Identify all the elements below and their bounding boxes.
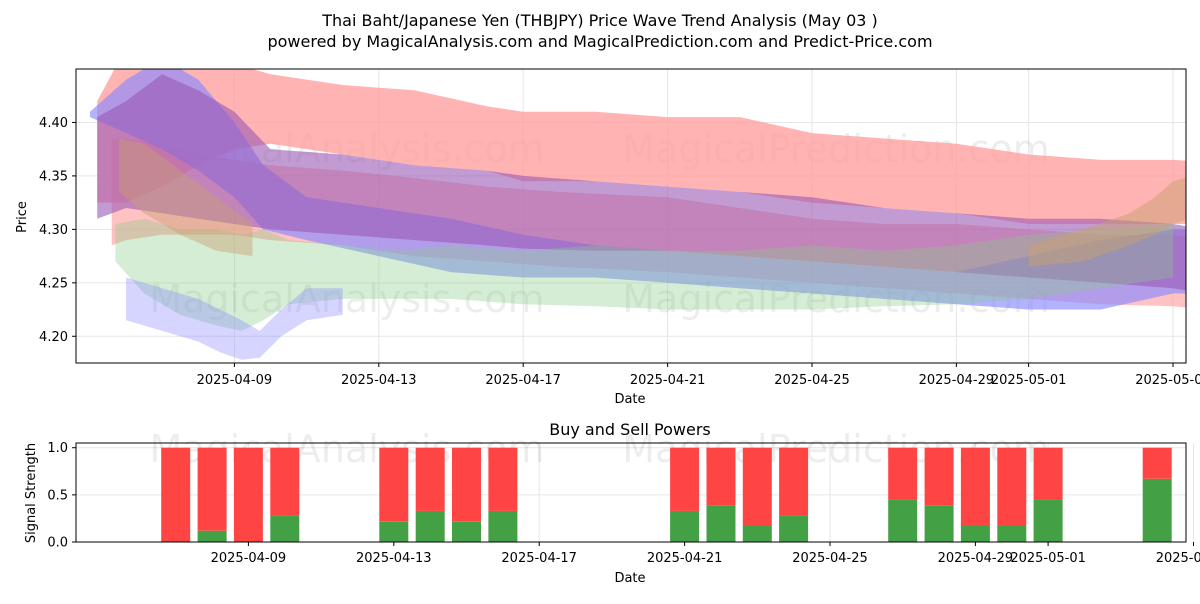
sell-bar-13 [924,447,954,506]
band-green-band [115,218,1173,331]
buy-bar-11 [779,515,809,542]
chart-title-line2: powered by MagicalAnalysis.com and Magic… [267,32,932,51]
bottom-xaxis-label: Date [614,571,645,586]
band-blue-dip-wave [126,277,343,360]
bottom-ytick-label-0: 0.0 [47,536,68,551]
sell-bar-17 [1142,447,1172,479]
band-red-upper-band [97,69,1186,224]
bands-group [90,69,1186,360]
sell-bar-9 [706,447,736,506]
sell-bar-0 [161,447,191,542]
band-purple-band [97,74,1186,291]
sell-bar-15 [997,447,1027,526]
bottom-xtick-label-6: 2025-05-01 [1010,551,1086,566]
buy-bar-1 [197,530,227,542]
top-xtick-label-5: 2025-04-29 [919,373,995,388]
buy-bar-12 [888,499,918,542]
top-yaxis-label: Price [15,201,30,233]
buy-bar-9 [706,505,736,542]
sell-bar-3 [270,447,300,516]
bottom-xtick-label-1: 2025-04-13 [356,551,432,566]
band-tan-cluster-end [1028,177,1186,267]
buy-bar-14 [960,526,990,542]
sell-bar-14 [960,447,990,526]
chart-title-line1: Thai Baht/Japanese Yen (THBJPY) Price Wa… [321,11,878,30]
signal-plot-area: MagicalAnalysis.com MagicalPrediction.com… [47,427,1200,566]
top-xtick-label-1: 2025-04-13 [341,373,417,388]
sell-bar-12 [888,447,918,500]
buy-bar-13 [924,505,954,542]
price-plot-area: MagicalAnalysis.com MagicalPrediction.com… [39,68,1200,388]
top-xtick-label-0: 2025-04-09 [197,373,273,388]
bottom-xtick-label-5: 2025-04-29 [938,551,1014,566]
buy-bar-6 [452,521,481,542]
sell-bar-11 [779,447,809,516]
top-xaxis-label: Date [614,392,645,407]
buy-bar-5 [415,510,445,542]
bottom-ytick-label-1: 0.5 [47,488,68,503]
top-ytick-label-0: 4.20 [39,330,68,345]
top-xtick-label-3: 2025-04-21 [630,373,706,388]
top-ytick-label-4: 4.40 [39,116,68,131]
bottom-xtick-label-4: 2025-04-25 [792,551,868,566]
bottom-xtick-label-2: 2025-04-17 [501,551,577,566]
buy-bar-15 [997,526,1027,542]
bottom-yaxis-label: Signal Strength [24,443,39,543]
buy-bar-10 [742,526,772,542]
buy-bar-3 [270,515,300,542]
bottom-plot-frame [75,442,1187,543]
bottom-xtick-label-0: 2025-04-09 [211,551,287,566]
sell-bar-16 [1033,447,1063,500]
top-xtick-label-2: 2025-04-17 [485,373,561,388]
sell-bar-4 [379,447,409,522]
top-ytick-label-2: 4.30 [39,223,68,238]
top-xtick-label-4: 2025-04-25 [774,373,850,388]
buy-bar-17 [1142,478,1172,542]
band-tan-cluster [118,138,253,257]
sell-bar-10 [742,447,772,526]
sell-bar-8 [670,447,700,511]
bottom-ytick-label-2: 1.0 [47,441,68,456]
bottom-chart-title: Buy and Sell Powers [549,420,711,439]
watermark-analysis-top-2: MagicalAnalysis.com [149,277,544,321]
sell-bar-5 [415,447,445,511]
top-plot-frame [75,68,1187,364]
buy-bar-16 [1033,499,1063,542]
bottom-xtick-label-3: 2025-04-21 [647,551,723,566]
top-ytick-label-3: 4.35 [39,169,68,184]
top-ytick-label-1: 4.25 [39,276,68,291]
bottom-xtick-label-7: 2025-05-05 [1156,551,1200,566]
sell-bar-7 [488,447,518,511]
buy-bar-7 [488,510,518,542]
top-xtick-label-6: 2025-05-01 [991,373,1067,388]
buy-bar-8 [670,510,700,542]
sell-bar-2 [233,447,263,542]
sell-bar-6 [452,447,481,522]
sell-bar-1 [197,447,227,531]
buy-bar-4 [379,521,409,542]
top-xtick-label-7: 2025-05-05 [1135,373,1200,388]
band-blue-band [90,69,1186,310]
